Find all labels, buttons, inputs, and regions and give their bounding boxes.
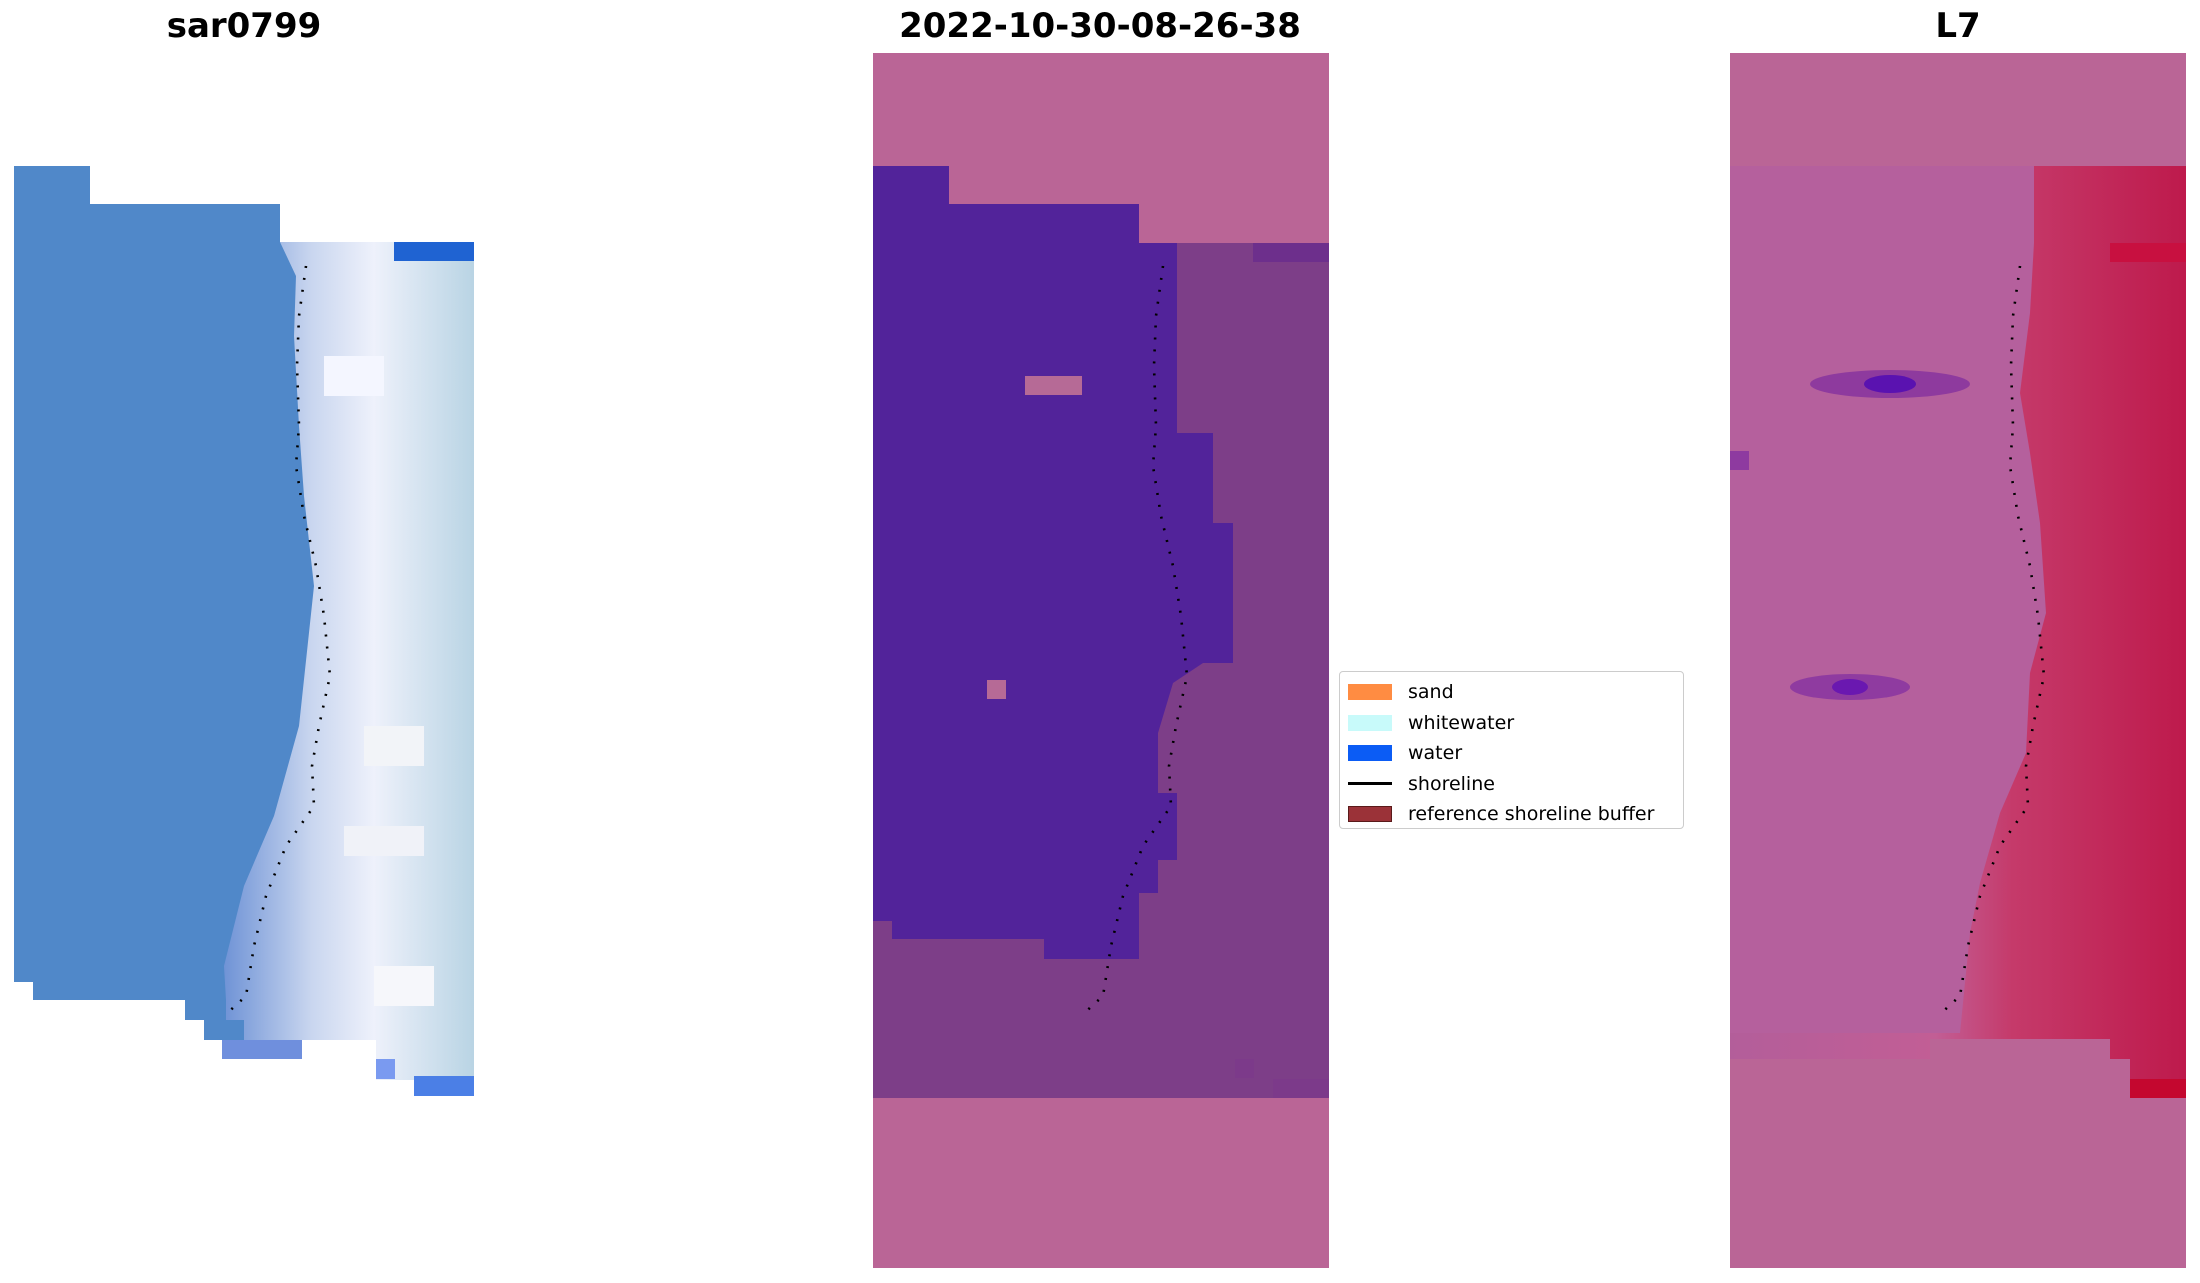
index-image-panel	[1730, 53, 2186, 1268]
index-image	[1730, 53, 2186, 1268]
legend-item-whitewater: whitewater	[1348, 708, 1683, 739]
water-swatch	[1348, 745, 1392, 762]
panel-title-rgb: sar0799	[166, 6, 322, 46]
legend-item-water: water	[1348, 738, 1683, 769]
panel-title-index: L7	[1935, 6, 1981, 46]
classification-panel	[873, 53, 1329, 1268]
sand-swatch	[1348, 684, 1392, 701]
legend-item-sand: sand	[1348, 677, 1683, 708]
rgb-image	[14, 166, 474, 1096]
legend-label-whitewater: whitewater	[1408, 711, 1515, 734]
rgb-image-panel	[14, 166, 474, 1096]
legend-item-shoreline: shoreline	[1348, 769, 1683, 800]
panel-title-classification: 2022-10-30-08-26-38	[899, 6, 1301, 46]
reference-buffer-swatch	[1348, 806, 1392, 823]
legend-label-shoreline: shoreline	[1408, 772, 1495, 795]
legend-item-reference-buffer: reference shoreline buffer	[1348, 799, 1683, 830]
legend-label-sand: sand	[1408, 681, 1454, 704]
legend: sand whitewater water shoreline referenc…	[1339, 671, 1684, 829]
legend-label-reference-buffer: reference shoreline buffer	[1408, 803, 1655, 826]
shoreline-swatch	[1348, 782, 1392, 786]
classification-image	[873, 53, 1329, 1268]
legend-label-water: water	[1408, 742, 1463, 765]
whitewater-swatch	[1348, 714, 1392, 731]
